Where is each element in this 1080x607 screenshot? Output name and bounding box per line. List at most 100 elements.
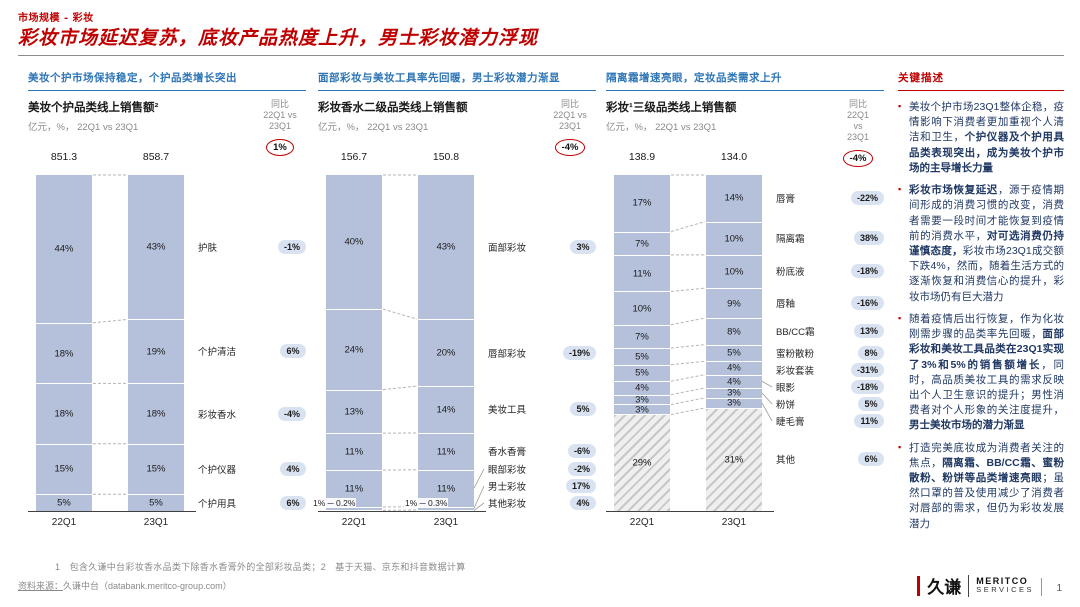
- category-row: 个护仪器 4%: [198, 461, 306, 477]
- plot-area: 40% 24% 13% 11% 11% 156.7 22Q1 43% 20% 14% 11% 11% 1…: [312, 151, 596, 541]
- yoy-header-line: vs: [853, 121, 863, 131]
- x-axis-label: 23Q1: [143, 517, 169, 528]
- yoy-pill: 13%: [853, 324, 884, 339]
- yoy-header-line: 同比: [560, 99, 579, 109]
- yoy-header-line: 22Q1: [846, 110, 870, 120]
- bar-segment: 5%: [128, 494, 184, 511]
- bar-segment: 29%: [614, 414, 670, 511]
- bar-segment: [326, 510, 382, 512]
- logo-english-name: MERITCO SERVICES: [976, 576, 1034, 595]
- category-row: 美妆工具 5%: [488, 401, 596, 417]
- category-label: 其他: [776, 455, 796, 467]
- total-yoy-badge: -4%: [554, 139, 586, 156]
- bar-segment: 5%: [706, 344, 762, 362]
- bar-segment: 9%: [706, 288, 762, 319]
- key-point: 随着疫情后出行恢复，作为化妆刚需步骤的品类率先回暖，面部彩妆和美妆工具品类在23…: [898, 312, 1064, 434]
- category-row: 面部彩妆 3%: [488, 239, 596, 255]
- category-row: 个护用具 6%: [198, 495, 306, 511]
- logo-divider: [968, 574, 970, 597]
- stacked-bar-22Q1: 44% 18% 18% 15% 5%: [36, 175, 92, 511]
- chart-subtitle: 亿元，%， 22Q1 vs 23Q1: [28, 122, 139, 133]
- section-header: 美妆个护市场保持稳定，个护品类增长突出: [28, 70, 306, 91]
- yoy-header-line: 同比: [270, 99, 289, 109]
- category-row: 蜜粉散粉 8%: [776, 345, 884, 361]
- x-axis-line: [318, 511, 486, 512]
- yoy-pill: -31%: [850, 362, 884, 377]
- yoy-pill: 4%: [280, 462, 306, 476]
- category-label: 个护用具: [198, 498, 237, 510]
- bar-segment: 3%: [706, 388, 762, 399]
- bar-segment: 3%: [614, 395, 670, 406]
- category-label: 其他彩妆: [488, 499, 527, 510]
- category-row: 彩妆香水 -4%: [198, 406, 306, 422]
- chart-title: 美妆个护品类线上销售额²: [28, 102, 159, 114]
- bar-segment: 40%: [326, 175, 382, 310]
- bar-segment: 18%: [36, 322, 92, 384]
- small-segment-annotation: 1% ─ 0.3%: [404, 498, 449, 508]
- yoy-pill: 5%: [858, 396, 884, 411]
- category-label: 眼影: [776, 382, 796, 394]
- bar-total-value: 858.7: [142, 151, 170, 163]
- bar-segment: 17%: [614, 175, 670, 232]
- bar-segment: 10%: [614, 291, 670, 325]
- yoy-header-line: 22Q1 vs: [553, 110, 587, 120]
- stacked-bar-22Q1: 17% 7% 11% 10% 7% 5% 5% 4% 3% 3% 29%: [614, 175, 670, 511]
- bar-total-value: 138.9: [628, 151, 656, 163]
- chart-title: 彩妆香水二级品类线上销售额: [318, 102, 468, 114]
- category-row: 眼影 -18%: [776, 379, 884, 395]
- category-row: 睫毛膏 11%: [776, 413, 884, 429]
- source-label: 资料来源：: [18, 581, 64, 591]
- bar-segment: 13%: [326, 389, 382, 434]
- x-axis-label: 22Q1: [51, 517, 77, 528]
- chart-title: 彩妆¹三级品类线上销售额: [606, 102, 737, 114]
- chart-header: 美妆个护品类线上销售额² 亿元，%， 22Q1 vs 23Q1 同比 22Q1 …: [28, 99, 306, 156]
- category-row: 粉饼 5%: [776, 396, 884, 412]
- total-yoy-badge: -4%: [842, 150, 874, 167]
- yoy-header-line: 23Q1: [558, 121, 582, 131]
- key-findings-title: 关键描述: [898, 70, 1064, 91]
- footnote: 1 包含久谦中台彩妆香水品类下除香水香膏外的全部彩妆品类；2 基于天猫、京东和抖…: [55, 562, 466, 572]
- bar-segment: 43%: [418, 175, 474, 320]
- category-row: 彩妆套装 -31%: [776, 362, 884, 378]
- yoy-pill: 6%: [280, 344, 306, 359]
- chart-subtitle: 亿元，%， 22Q1 vs 23Q1: [318, 122, 429, 133]
- bar-segment: 7%: [614, 324, 670, 348]
- bar-segment: 5%: [36, 494, 92, 511]
- bar-segment: 4%: [614, 381, 670, 395]
- bar-segment: 44%: [36, 175, 92, 323]
- category-label: 彩妆香水: [198, 409, 237, 421]
- category-label: 香水香膏: [488, 447, 527, 459]
- category-row: 粉底液 -18%: [776, 263, 884, 279]
- bar-segment: 14%: [418, 386, 474, 433]
- category-row: 唇部彩妆 -19%: [488, 345, 596, 361]
- category-row: 其他 6%: [776, 451, 884, 467]
- key-point: 美妆个护市场23Q1整体企稳，疫情影响下消费者更加重视个人清洁和卫生，个护仪器及…: [898, 100, 1064, 176]
- yoy-pill: 11%: [854, 413, 884, 428]
- category-row: 个护清洁 6%: [198, 343, 306, 359]
- bar-segment: 31%: [706, 407, 762, 511]
- chart-section-color-cosmetics-l3: 隔离霜增速亮眼，定妆品类需求上升 彩妆¹三级品类线上销售额 亿元，%， 22Q1…: [606, 70, 884, 541]
- page-number-divider: [1041, 578, 1042, 596]
- category-label: 粉底液: [776, 267, 805, 279]
- bar-segment: 5%: [614, 347, 670, 365]
- category-label: 唇部彩妆: [488, 348, 527, 360]
- category-row: 唇膏 -22%: [776, 190, 884, 206]
- category-label: 粉饼: [776, 399, 796, 411]
- bar-segment: 10%: [706, 221, 762, 255]
- bar-segment: 18%: [128, 383, 184, 444]
- chart-section-beauty-personal-care: 美妆个护市场保持稳定，个护品类增长突出 美妆个护品类线上销售额² 亿元，%， 2…: [28, 70, 306, 541]
- category-label: 个护清洁: [198, 347, 237, 359]
- category-label: 唇膏: [776, 194, 796, 206]
- section-header: 面部彩妆与美妆工具率先回暖，男士彩妆潜力渐显: [318, 70, 596, 91]
- yoy-pill: -2%: [567, 462, 596, 476]
- yoy-pill: -18%: [850, 264, 884, 279]
- breadcrumb: 市场规模 - 彩妆: [18, 13, 94, 24]
- chart-header: 彩妆¹三级品类线上销售额 亿元，%， 22Q1 vs 23Q1 同比 22Q1 …: [606, 99, 884, 167]
- stacked-bar-22Q1: 40% 24% 13% 11% 11%: [326, 175, 382, 512]
- category-row: 香水香膏 -6%: [488, 443, 596, 459]
- source-value: 久谦中台（databank.meritco-group.com）: [63, 581, 232, 591]
- category-row: 男士彩妆 17%: [488, 478, 596, 494]
- bar-segment: 14%: [706, 175, 762, 222]
- logo-accent-bar: [917, 575, 921, 596]
- yoy-pill: 5%: [570, 402, 596, 417]
